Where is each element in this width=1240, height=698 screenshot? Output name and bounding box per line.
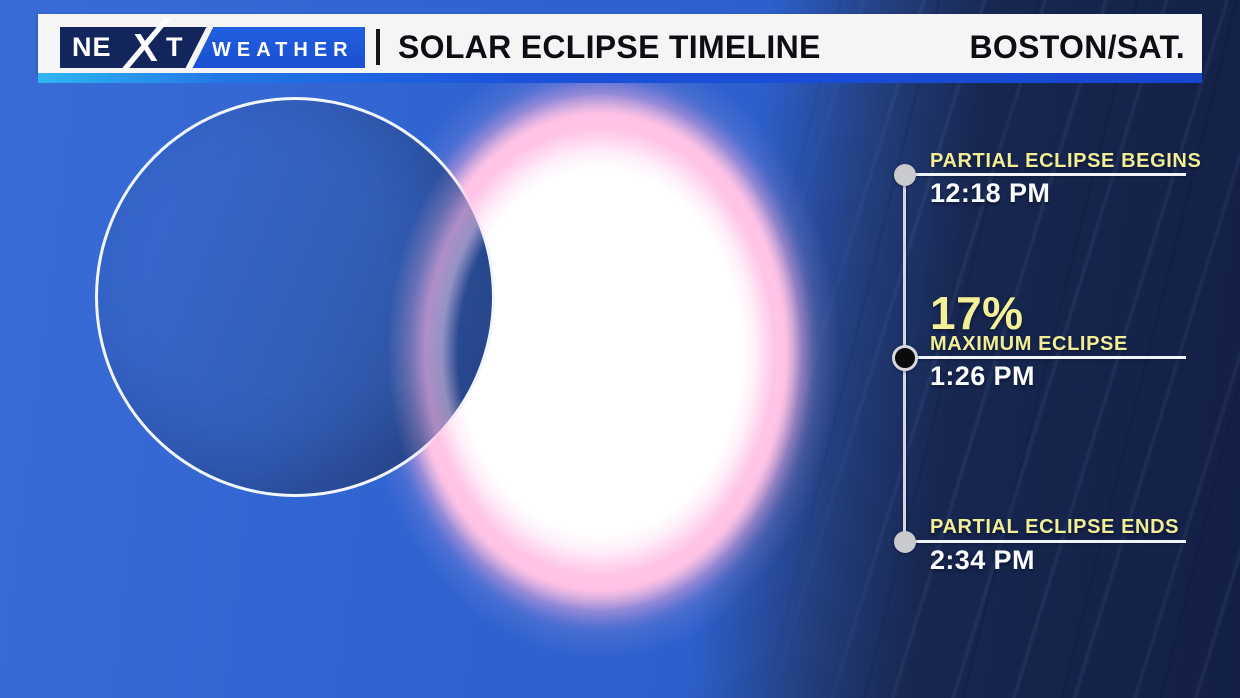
event-time-maximum: 1:26 PM [930,361,1035,391]
event-underline [905,356,1186,359]
logo-weather-text: WEATHER [212,39,354,61]
event-label-begin: PARTIAL ECLIPSE BEGINS [930,150,1202,172]
event-label-maximum: MAXIMUM ECLIPSE [930,333,1128,355]
max-eclipse-percent: 17% [930,287,1024,339]
event-dot-begin [894,164,916,186]
header-separator [376,29,380,65]
event-underline [905,173,1186,176]
event-dot-end [894,531,916,553]
logo-brand-left: NE [72,32,112,62]
page-title: SOLAR ECLIPSE TIMELINE [398,29,821,65]
location-label: BOSTON/SAT. [969,29,1185,65]
logo-brand-right: T [166,32,184,62]
event-label-end: PARTIAL ECLIPSE ENDS [930,516,1180,538]
event-time-begin: 12:18 PM [930,178,1051,208]
event-underline [905,540,1186,543]
header-accent-strip [38,73,1202,83]
moon-disc [95,97,495,497]
event-time-end: 2:34 PM [930,545,1035,575]
event-dot-maximum [892,345,918,371]
